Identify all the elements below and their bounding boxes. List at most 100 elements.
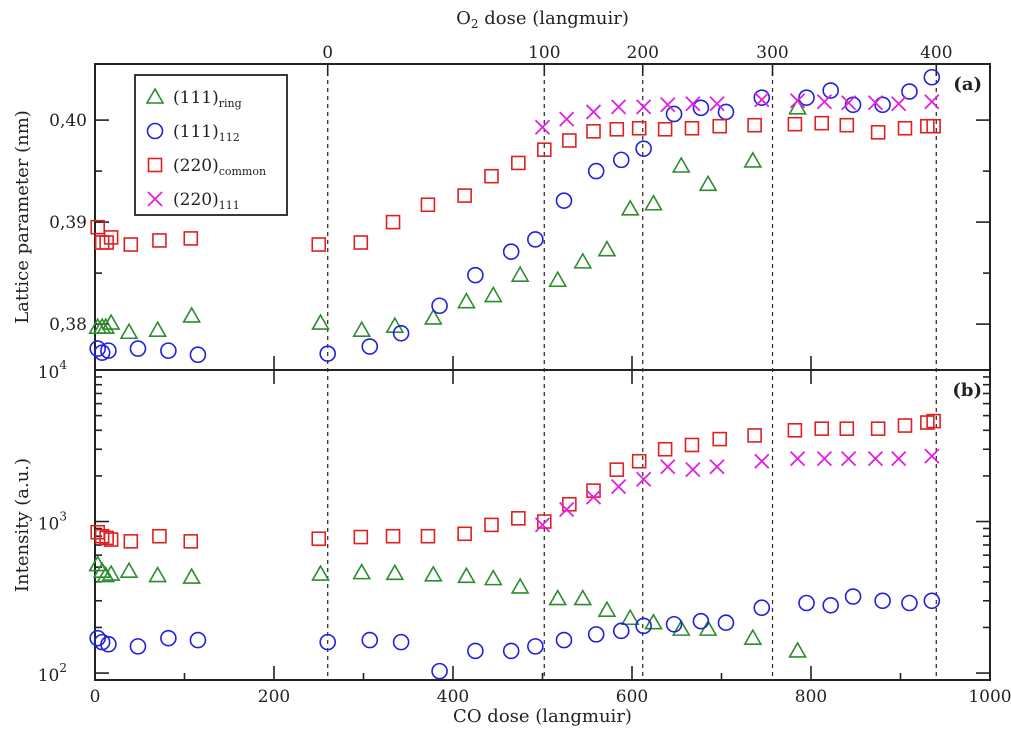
data-point-p111 xyxy=(610,99,627,115)
data-point-p112 xyxy=(555,192,573,209)
data-point-p111 xyxy=(660,459,676,475)
data-point-ring xyxy=(483,285,503,303)
data-point-common xyxy=(586,124,601,139)
data-point-p112 xyxy=(189,346,207,364)
data-point-p111 xyxy=(891,96,907,112)
data-point-common xyxy=(123,534,139,549)
data-point-common xyxy=(183,231,199,246)
legend-marker-ring xyxy=(145,87,165,104)
data-point-ring xyxy=(620,199,640,216)
data-point-common xyxy=(562,496,577,512)
top-axis-tick-label: 100 xyxy=(528,43,560,63)
data-point-p111 xyxy=(585,489,602,505)
data-point-common xyxy=(926,413,941,429)
data-point-p112 xyxy=(392,633,410,651)
legend-marker-p111 xyxy=(147,191,163,207)
data-point-p112 xyxy=(467,266,484,284)
data-point-common xyxy=(103,230,119,245)
cross-stroke xyxy=(585,489,602,505)
y-tick-label: 0,38 xyxy=(49,315,87,335)
data-point-p112 xyxy=(587,162,605,180)
legend-label-common: (220)common xyxy=(173,156,266,178)
data-point-ring xyxy=(597,600,617,617)
y-axis-label: Lattice parameter (nm) xyxy=(12,110,33,324)
cross-stroke xyxy=(789,451,806,467)
x-tick-label: 1000 xyxy=(968,687,1011,707)
data-point-p111 xyxy=(534,119,551,135)
data-point-ring xyxy=(788,98,807,115)
data-point-p111 xyxy=(635,471,652,487)
data-point-p111 xyxy=(891,451,907,467)
data-point-ring xyxy=(311,564,330,581)
data-point-common xyxy=(609,462,625,477)
data-point-p111 xyxy=(635,99,652,115)
cross-stroke xyxy=(585,104,602,120)
data-point-common xyxy=(311,237,327,252)
data-point-p112 xyxy=(753,599,771,617)
data-point-common xyxy=(123,237,139,252)
data-point-ring xyxy=(101,313,121,330)
data-point-common xyxy=(839,117,855,133)
cross-stroke xyxy=(840,95,857,111)
data-point-common xyxy=(870,125,886,140)
data-point-p111 xyxy=(685,462,701,478)
data-point-p112 xyxy=(923,592,941,610)
data-point-p111 xyxy=(709,96,725,112)
data-point-common xyxy=(787,423,803,438)
data-point-p111 xyxy=(840,95,857,111)
data-point-p112 xyxy=(635,140,652,157)
data-point-p112 xyxy=(129,340,147,357)
data-point-p112 xyxy=(798,594,815,612)
cross-stroke xyxy=(685,96,701,112)
data-point-p112 xyxy=(798,89,815,106)
data-point-common xyxy=(511,511,526,526)
data-point-common xyxy=(90,219,105,235)
data-point-p112 xyxy=(319,633,337,651)
cross-stroke xyxy=(610,478,627,495)
data-point-ring xyxy=(671,156,691,173)
data-point-common xyxy=(152,233,167,248)
data-point-p111 xyxy=(534,517,551,533)
data-point-common xyxy=(420,528,436,544)
data-point-common xyxy=(353,529,369,545)
data-point-p111 xyxy=(789,451,806,467)
data-point-ring xyxy=(457,566,476,584)
data-point-ring xyxy=(96,317,116,334)
data-point-ring xyxy=(311,313,330,330)
data-point-common xyxy=(712,431,728,447)
data-point-common xyxy=(562,133,577,148)
cross-stroke xyxy=(534,119,551,135)
series-common-b xyxy=(90,413,941,549)
data-point-p112 xyxy=(502,642,520,660)
cross-stroke xyxy=(867,95,884,111)
data-point-common xyxy=(183,534,199,549)
data-point-common xyxy=(99,530,114,546)
x-tick-label: 0 xyxy=(90,687,101,707)
data-point-common xyxy=(90,524,105,540)
cross-stroke xyxy=(891,451,907,467)
data-point-p112 xyxy=(160,342,177,359)
cross-stroke xyxy=(891,96,907,112)
data-point-p112 xyxy=(874,96,891,114)
x-tick-label: 400 xyxy=(437,687,469,707)
data-point-common xyxy=(457,188,472,203)
data-point-ring xyxy=(182,567,202,584)
data-point-p111 xyxy=(924,94,940,110)
data-point-p111 xyxy=(924,448,940,464)
cross-stroke xyxy=(709,459,725,475)
data-point-ring xyxy=(385,563,405,581)
cross-stroke xyxy=(789,93,806,109)
data-point-ring xyxy=(148,320,168,338)
data-point-p111 xyxy=(754,92,770,108)
data-point-p112 xyxy=(692,99,710,117)
data-point-common xyxy=(814,421,830,436)
data-point-ring xyxy=(148,565,168,583)
legend-marker-common xyxy=(147,157,163,173)
data-point-ring xyxy=(119,322,139,340)
data-point-p112 xyxy=(635,617,652,635)
top-axis-tick-label: 300 xyxy=(756,43,788,63)
data-point-p112 xyxy=(502,243,520,260)
top-axis-tick-label: 400 xyxy=(920,43,952,63)
cross-stroke xyxy=(610,99,627,115)
